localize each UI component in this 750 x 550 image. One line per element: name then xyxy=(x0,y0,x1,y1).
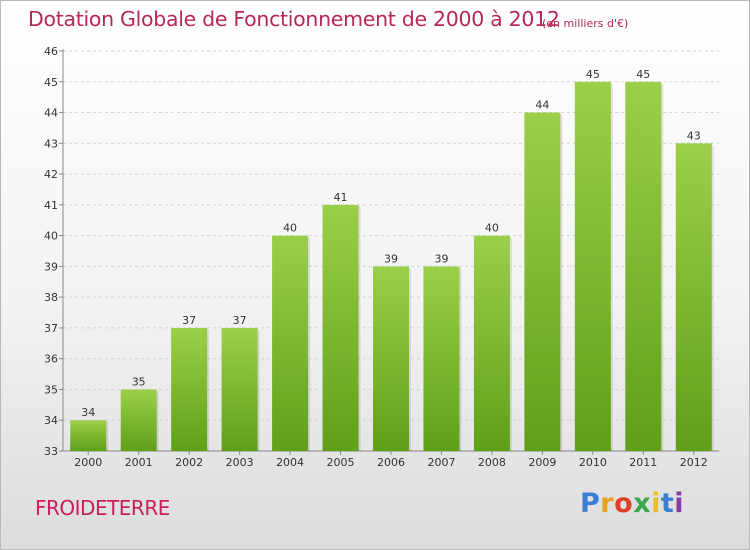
data-label: 39 xyxy=(384,252,398,265)
x-tick-label: 2004 xyxy=(276,456,304,469)
y-tick-label: 36 xyxy=(44,353,58,366)
y-tick-label: 42 xyxy=(44,168,58,181)
data-label: 40 xyxy=(283,222,297,235)
y-tick-label: 46 xyxy=(44,45,58,58)
proxiti-logo[interactable]: Proxiti xyxy=(580,488,684,519)
logo-letter: o xyxy=(614,488,634,519)
y-tick-label: 37 xyxy=(44,322,58,335)
x-tick-label: 2007 xyxy=(427,456,455,469)
data-label: 40 xyxy=(485,222,499,235)
x-tick-label: 2012 xyxy=(680,456,708,469)
logo-letter: P xyxy=(580,488,601,519)
place-name: FROIDETERRE xyxy=(35,496,170,520)
bar[interactable] xyxy=(625,81,662,452)
data-label: 35 xyxy=(132,375,146,388)
chart-title: Dotation Globale de Fonctionnement de 20… xyxy=(28,7,560,31)
y-tick-label: 45 xyxy=(44,76,58,89)
data-label: 37 xyxy=(182,314,196,327)
logo-letter: t xyxy=(660,488,675,519)
bar[interactable] xyxy=(70,420,107,451)
y-tick-label: 43 xyxy=(44,137,58,150)
y-tick-label: 38 xyxy=(44,291,58,304)
x-tick-label: 2010 xyxy=(579,456,607,469)
y-tick-label: 39 xyxy=(44,260,58,273)
bar[interactable] xyxy=(120,389,157,451)
data-label: 34 xyxy=(81,406,95,419)
x-tick-label: 2003 xyxy=(226,456,254,469)
data-label: 45 xyxy=(586,68,600,81)
y-tick-label: 44 xyxy=(44,107,58,120)
x-tick-label: 2001 xyxy=(125,456,153,469)
bar[interactable] xyxy=(574,81,611,452)
y-tick-label: 35 xyxy=(44,383,58,396)
bar[interactable] xyxy=(373,266,409,451)
x-tick-label: 2005 xyxy=(327,456,355,469)
data-label: 37 xyxy=(233,314,247,327)
bar[interactable] xyxy=(322,204,359,451)
bar[interactable] xyxy=(221,327,258,451)
x-tick-label: 2009 xyxy=(528,456,556,469)
bar[interactable] xyxy=(473,235,510,451)
bar[interactable] xyxy=(524,112,561,452)
data-label: 39 xyxy=(434,252,448,265)
data-label: 43 xyxy=(687,129,701,142)
bar[interactable] xyxy=(171,327,208,451)
x-tick-label: 2002 xyxy=(175,456,203,469)
x-tick-label: 2011 xyxy=(629,456,657,469)
logo-letter: r xyxy=(600,488,615,519)
data-label: 41 xyxy=(334,191,348,204)
x-tick-label: 2006 xyxy=(377,456,405,469)
x-tick-label: 2008 xyxy=(478,456,506,469)
logo-letter: i xyxy=(651,488,661,519)
y-tick-label: 41 xyxy=(44,199,58,212)
x-tick-label: 2000 xyxy=(74,456,102,469)
data-label: 44 xyxy=(535,99,549,112)
y-tick-label: 34 xyxy=(44,414,58,427)
logo-letter: x xyxy=(633,488,652,519)
data-label: 45 xyxy=(636,68,650,81)
bar[interactable] xyxy=(675,143,712,452)
chart-subtitle: (en milliers d'€) xyxy=(542,17,629,30)
bar[interactable] xyxy=(272,235,309,451)
logo-letter: i xyxy=(674,488,685,519)
y-tick-label: 33 xyxy=(44,445,58,458)
y-tick-label: 40 xyxy=(44,230,58,243)
bar[interactable] xyxy=(423,266,460,451)
